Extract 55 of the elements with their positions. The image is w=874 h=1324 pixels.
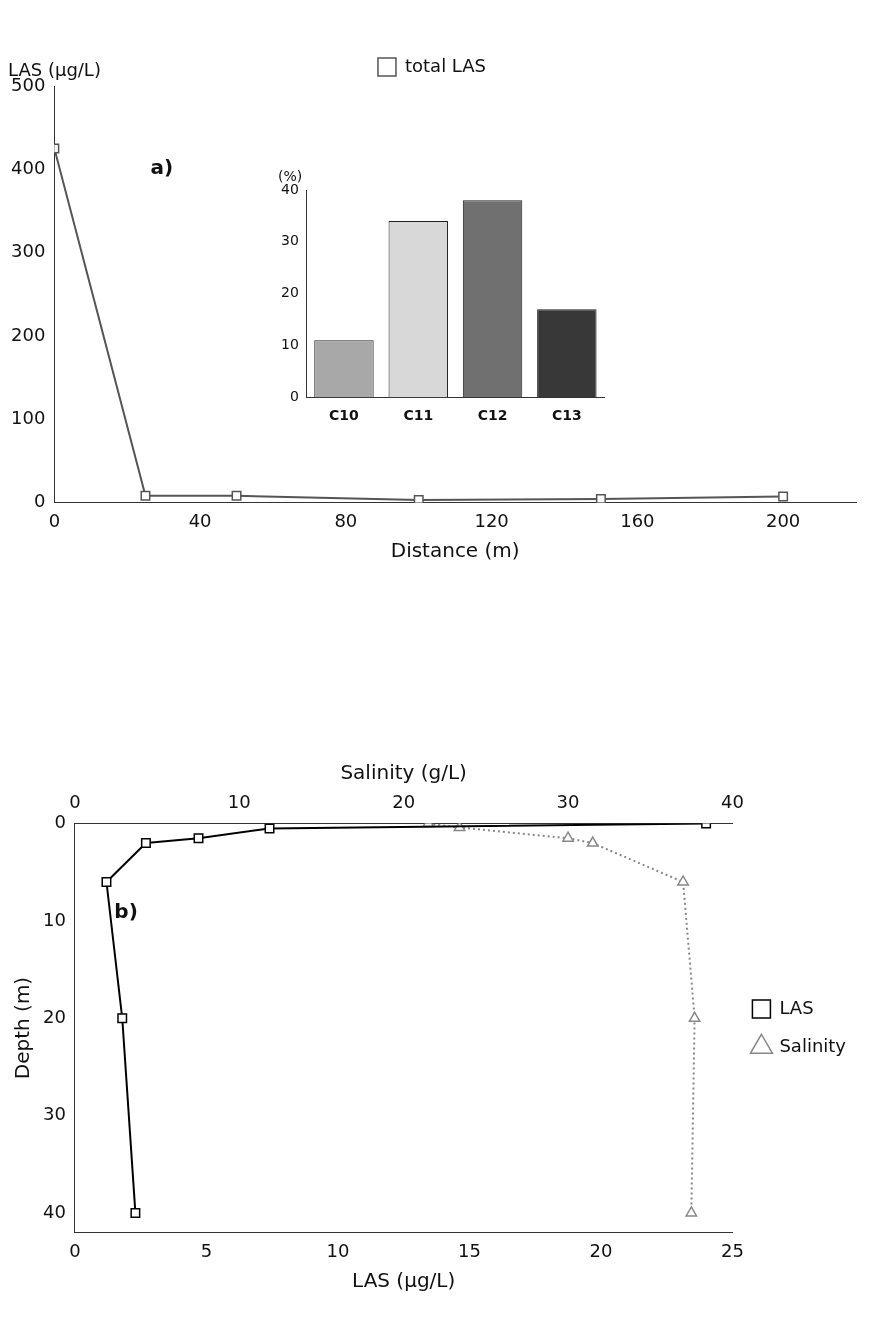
x2-tick-label: 40 xyxy=(720,791,744,813)
annotation: b) xyxy=(114,898,138,923)
annotation: a) xyxy=(150,155,174,180)
point xyxy=(140,490,151,501)
x2-tick-label: 0 xyxy=(69,791,81,813)
x-tick-label: 5 xyxy=(200,1239,213,1261)
point xyxy=(231,490,242,501)
x-tick-label: 10 xyxy=(326,1239,350,1261)
point xyxy=(595,494,606,503)
x-tick-label: 20 xyxy=(589,1239,613,1261)
y-tick-label: 200 xyxy=(11,323,46,345)
x-tick-label: 120 xyxy=(474,509,509,531)
y-tick-label: 0 xyxy=(54,811,66,833)
y-tick-label: 30 xyxy=(43,1103,66,1125)
x-tick-label: 25 xyxy=(720,1239,744,1261)
x-tick-label: 15 xyxy=(457,1239,481,1261)
point xyxy=(413,494,424,503)
x2-tick-label: 30 xyxy=(556,791,580,813)
legend-label: total LAS xyxy=(404,54,487,76)
x-tick-label: C12 xyxy=(477,407,508,424)
point xyxy=(193,833,204,844)
x-tick-label: 0 xyxy=(69,1239,81,1261)
y-tick-label: 0 xyxy=(289,387,299,404)
x-tick-label: C11 xyxy=(403,407,434,424)
y-tick-label: 20 xyxy=(280,284,299,301)
x-tick-label: C13 xyxy=(551,407,582,424)
point xyxy=(778,491,789,502)
point xyxy=(117,1013,128,1024)
y-axis-title: Depth (m) xyxy=(10,976,35,1080)
y-tick-label: 0 xyxy=(33,490,46,512)
x-tick-label: 80 xyxy=(334,509,358,531)
x2-tick-label: 20 xyxy=(392,791,416,813)
y-tick-label: 10 xyxy=(280,336,299,353)
y-tick-label: 300 xyxy=(11,240,46,262)
y-tick-label: 20 xyxy=(43,1005,66,1027)
x-tick-label: 160 xyxy=(620,509,655,531)
point xyxy=(101,877,112,887)
x-tick-label: 200 xyxy=(765,509,801,531)
point xyxy=(264,823,275,834)
y-tick-label: 10 xyxy=(43,908,66,930)
point xyxy=(130,1207,141,1218)
y-tick-label: 40 xyxy=(43,1200,66,1222)
y-axis-title: (%) xyxy=(278,167,303,184)
y-tick-label: 100 xyxy=(11,406,46,428)
x-tick-label: 40 xyxy=(188,509,212,531)
x2-axis-title: Salinity (g/L) xyxy=(340,760,467,785)
x-axis-title: LAS (µg/L) xyxy=(352,1268,456,1293)
legend-label: LAS xyxy=(779,996,814,1018)
y-tick-label: 400 xyxy=(11,156,46,178)
x2-tick-label: 10 xyxy=(227,791,251,813)
x-tick-label: C10 xyxy=(329,407,360,424)
legend-label: Salinity xyxy=(779,1034,847,1056)
y-tick-label: 30 xyxy=(280,232,299,249)
x-axis-title: Distance (m) xyxy=(390,538,520,563)
point xyxy=(140,838,151,849)
